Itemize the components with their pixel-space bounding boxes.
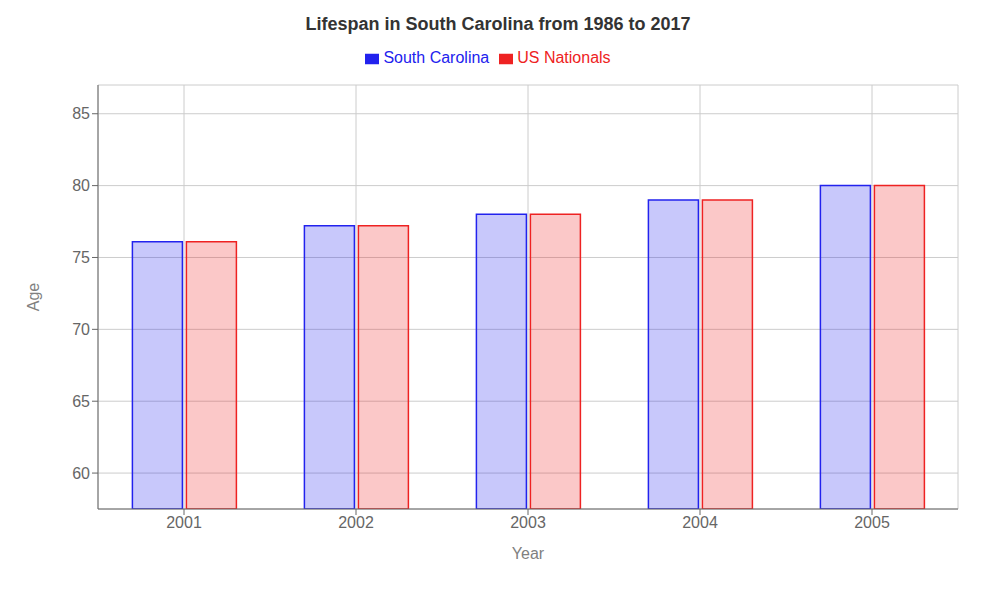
svg-text:60: 60 [72, 465, 90, 482]
svg-text:2002: 2002 [338, 514, 374, 531]
svg-text:Year: Year [512, 545, 545, 562]
svg-text:70: 70 [72, 321, 90, 338]
svg-text:2004: 2004 [682, 514, 718, 531]
svg-text:65: 65 [72, 393, 90, 410]
svg-text:Age: Age [25, 283, 42, 312]
html-text:US Nationals: US Nationals [517, 49, 611, 66]
svg-text:80: 80 [72, 177, 90, 194]
svg-text:85: 85 [72, 105, 90, 122]
svg-text:75: 75 [72, 249, 90, 266]
svg-text:2001: 2001 [166, 514, 202, 531]
svg-text:2005: 2005 [854, 514, 890, 531]
html-text:South Carolina: South Carolina [383, 49, 490, 66]
svg-text:2003: 2003 [510, 514, 546, 531]
html-text:Lifespan in South Carolina fro: Lifespan in South Carolina from 1986 to … [305, 14, 691, 34]
